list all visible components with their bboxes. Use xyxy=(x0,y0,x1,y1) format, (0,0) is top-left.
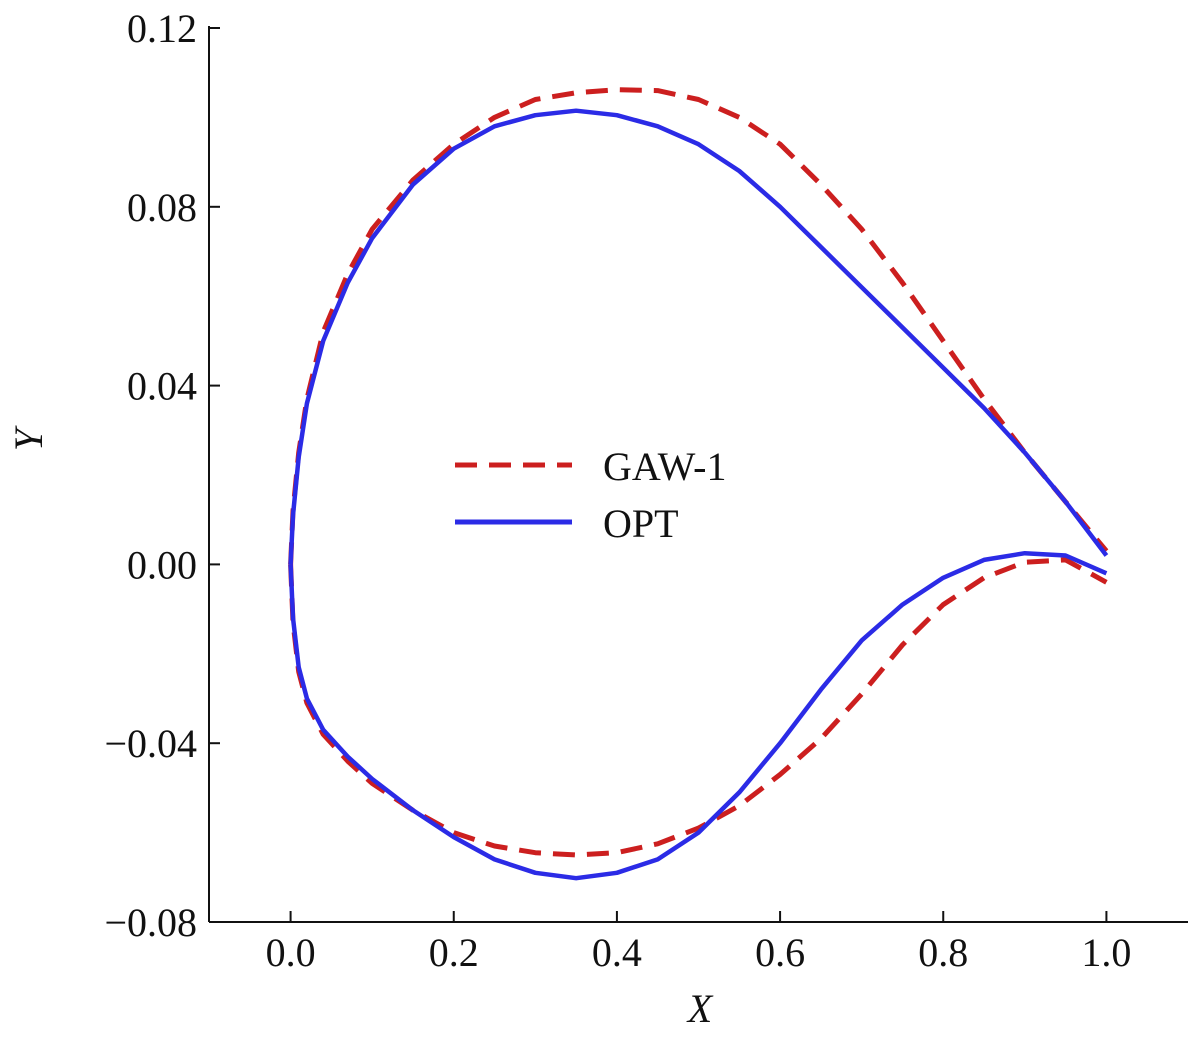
y-ticks: −0.08 −0.04 0.00 0.04 0.08 0.12 xyxy=(104,6,220,945)
series-opt-upper-line xyxy=(288,108,1109,565)
series-gaw1-upper-line xyxy=(288,87,1109,565)
x-tick-label: 0.0 xyxy=(266,930,316,975)
y-tick-label: −0.08 xyxy=(104,900,197,945)
y-tick-label: −0.04 xyxy=(104,721,197,766)
y-tick-label: 0.12 xyxy=(127,6,197,51)
x-axis-title: X xyxy=(686,986,714,1031)
x-tick-label: 0.2 xyxy=(429,930,479,975)
y-tick-label: 0.08 xyxy=(127,185,197,230)
y-tick-label: 0.04 xyxy=(127,364,197,409)
legend: GAW-1 OPT xyxy=(455,444,726,546)
x-tick-label: 0.6 xyxy=(755,930,805,975)
axes xyxy=(208,26,1188,923)
x-tick-label: 0.8 xyxy=(918,930,968,975)
series-gaw1-lower-line xyxy=(288,557,1108,858)
legend-label-opt: OPT xyxy=(603,501,679,546)
y-axis-title: Y xyxy=(6,425,51,451)
y-tick-label: 0.00 xyxy=(127,542,197,587)
legend-label-gaw1: GAW-1 xyxy=(603,444,726,489)
x-tick-label: 1.0 xyxy=(1081,930,1131,975)
x-tick-label: 0.4 xyxy=(592,930,642,975)
plot-area xyxy=(288,87,1109,881)
x-ticks: 0.0 0.2 0.4 0.6 0.8 1.0 xyxy=(266,911,1131,975)
series-opt-lower-line xyxy=(288,550,1108,881)
